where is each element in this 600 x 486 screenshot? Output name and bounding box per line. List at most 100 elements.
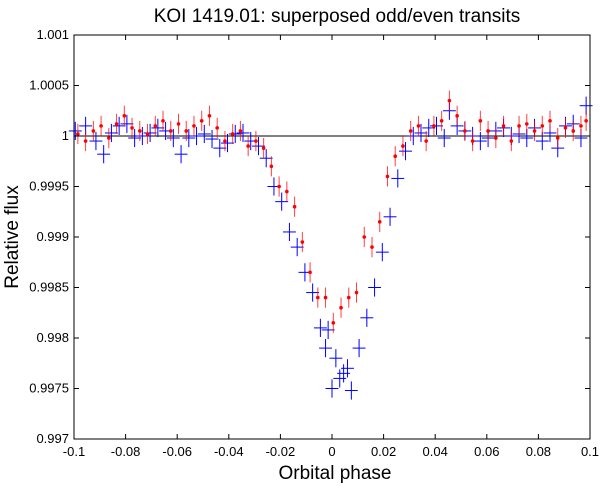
- data-point: [254, 130, 258, 152]
- data-point: [182, 128, 196, 148]
- data-point: [114, 113, 119, 134]
- data-point: [517, 115, 521, 136]
- data-point: [344, 381, 358, 400]
- data-point: [308, 262, 312, 283]
- data-point: [360, 308, 374, 327]
- marker-dot: [401, 144, 405, 148]
- x-tick-label: 0: [328, 444, 335, 459]
- data-point: [128, 128, 142, 148]
- marker-dot: [501, 124, 506, 128]
- data-point: [368, 278, 382, 297]
- data-point: [269, 156, 274, 177]
- marker-dot: [316, 295, 320, 300]
- data-point: [282, 222, 296, 242]
- marker-dot: [584, 119, 588, 123]
- marker-dot: [83, 139, 88, 143]
- data-point: [346, 287, 351, 308]
- data-point: [414, 123, 428, 143]
- data-point: [275, 192, 289, 211]
- data-point: [97, 145, 111, 164]
- data-point: [321, 320, 335, 340]
- marker-dot: [432, 124, 436, 128]
- marker-dot: [447, 98, 452, 103]
- data-point: [153, 115, 158, 136]
- data-point: [143, 123, 157, 143]
- data-point: [122, 105, 127, 126]
- data-point: [145, 123, 150, 145]
- data-point: [331, 312, 336, 333]
- x-tick-label: 0.08: [526, 444, 551, 459]
- data-point: [135, 126, 149, 146]
- marker-dot: [261, 146, 266, 150]
- y-axis-label: Relative flux: [2, 185, 23, 289]
- data-point: [555, 127, 560, 149]
- marker-dot: [230, 132, 235, 136]
- data-point: [192, 115, 196, 136]
- marker-dot: [377, 220, 382, 224]
- data-point: [424, 130, 428, 152]
- chart-title: KOI 1419.01: superposed odd/even transit…: [154, 6, 521, 27]
- data-point: [370, 237, 374, 258]
- data-point: [316, 287, 320, 308]
- marker-dot: [269, 164, 274, 169]
- data-point: [83, 130, 88, 152]
- data-point: [393, 146, 398, 167]
- data-point: [509, 130, 514, 152]
- data-point: [151, 118, 165, 138]
- marker-dot: [524, 122, 529, 126]
- data-point: [383, 207, 397, 226]
- data-point: [548, 110, 552, 131]
- marker-dot: [455, 114, 459, 118]
- data-point: [259, 149, 273, 168]
- data-point: [120, 114, 134, 133]
- marker-dot: [238, 129, 243, 133]
- marker-dot: [385, 174, 390, 179]
- x-tick-label: -0.06: [162, 444, 192, 459]
- marker-dot: [114, 122, 119, 126]
- data-point: [325, 379, 339, 398]
- data-point: [571, 120, 576, 142]
- marker-dot: [548, 119, 552, 123]
- data-point: [277, 176, 281, 197]
- x-tick-label: 0.02: [371, 444, 396, 459]
- data-point: [375, 243, 389, 262]
- data-point: [190, 126, 203, 146]
- marker-dot: [362, 235, 367, 239]
- marker-dot: [91, 129, 96, 133]
- data-point: [399, 142, 412, 161]
- y-tick-label: 0.997: [36, 431, 69, 446]
- data-point: [532, 120, 537, 142]
- marker-dot: [130, 126, 134, 130]
- marker-dot: [76, 132, 80, 136]
- marker-dot: [300, 240, 305, 244]
- data-point: [261, 138, 266, 159]
- marker-dot: [408, 129, 413, 133]
- data-point: [313, 318, 327, 337]
- series-even-transits: [76, 90, 588, 333]
- marker-dot: [277, 184, 281, 189]
- y-tick-label: 0.9985: [29, 280, 69, 295]
- y-tick-label: 0.9995: [29, 179, 69, 194]
- marker-dot: [207, 114, 212, 118]
- data-point: [300, 231, 305, 253]
- data-point: [437, 128, 451, 148]
- data-point: [339, 297, 343, 318]
- marker-dot: [478, 119, 483, 123]
- marker-dot: [370, 245, 374, 249]
- data-point: [68, 121, 82, 141]
- y-tick-label: 0.999: [36, 229, 69, 244]
- marker-dot: [439, 119, 444, 123]
- x-tick-label: 0.1: [581, 444, 599, 459]
- data-point: [207, 105, 212, 126]
- marker-dot: [215, 126, 219, 130]
- data-point: [238, 120, 243, 142]
- marker-dot: [517, 124, 521, 128]
- marker-dot: [99, 124, 103, 128]
- y-tick-label: 1.0005: [29, 78, 69, 93]
- data-point: [473, 131, 487, 151]
- marker-dot: [192, 124, 196, 128]
- data-point: [246, 136, 250, 157]
- data-point: [486, 120, 490, 142]
- data-point: [89, 131, 103, 151]
